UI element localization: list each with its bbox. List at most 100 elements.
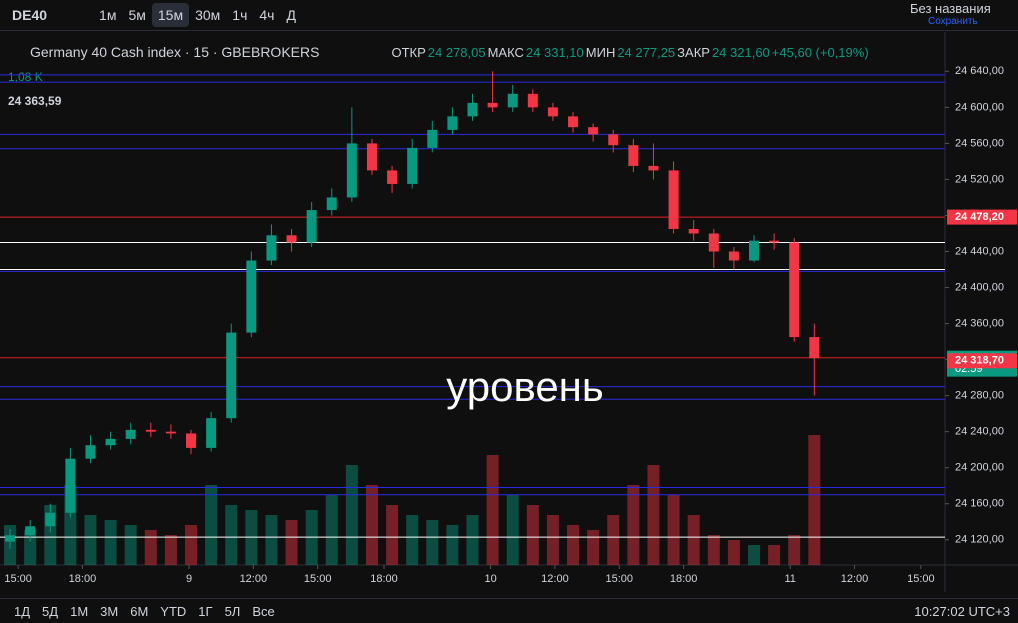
interval[interactable]: 1ч [232,7,248,23]
interval[interactable]: 5м [128,7,146,23]
volume-bar [84,515,97,565]
candle-body [246,260,257,333]
candle-body [487,102,498,108]
layout-name: Без названия [910,1,991,16]
candle-body [306,210,317,243]
symbol[interactable]: DE40 [12,7,48,23]
interval[interactable]: Д [286,7,296,23]
candle-body [5,535,16,542]
candle-body [447,116,458,130]
range[interactable]: YTD [160,604,187,619]
candle-body [105,438,116,446]
range[interactable]: 3М [100,604,119,619]
legend-change: +45,60 (+0,19%) [771,44,869,60]
volume-bar [486,455,499,565]
range[interactable]: 5Д [42,604,59,619]
range[interactable]: 1Г [198,604,213,619]
candle-body [427,129,438,148]
volume-bar [225,505,238,565]
volume-bar [607,515,620,565]
candle-body [266,235,277,261]
volume-bar [667,495,680,565]
volume-bar [426,520,439,565]
range[interactable]: Все [252,604,275,619]
candle-body [668,170,679,229]
volume-legend: 1,08 K [8,70,43,84]
legend-key: МИН [585,44,616,60]
x-tick-label: 15:00 [4,573,32,585]
candle-body [648,165,659,171]
y-tick-label: 24 360,00 [955,317,1004,329]
range[interactable]: 1М [70,604,89,619]
volume-bar [104,520,117,565]
y-tick-label: 24 440,00 [955,245,1004,257]
volume-bar [446,525,459,565]
volume-bar [587,530,600,565]
volume-bar [747,545,760,565]
bottom-bar: 1Д 5Д 1М 3М 6М YTD 1Г 5Л Все 10:27:02 UT… [0,598,1018,623]
volume-bar [647,465,660,565]
candle-body [547,107,558,117]
volume-bar [466,515,479,565]
volume-bar [365,485,378,565]
legend-title: Germany 40 Cash index · 15 · GBEBROKERS [30,44,320,60]
x-tick-label: 15:00 [304,573,332,585]
interval[interactable]: 1м [99,7,117,23]
legend-value: 24 331,10 [525,44,584,60]
volume-bar [164,535,177,565]
volume-bar [687,515,700,565]
y-tick-label: 24 160,00 [955,498,1004,510]
volume-bar [325,495,338,565]
price-label: 24 318,70 [955,355,1004,367]
x-tick-label: 15:00 [907,573,935,585]
candle-body [346,143,357,198]
candle-body [125,429,136,439]
annotation: уровень [446,363,604,410]
candle-body [628,145,639,166]
x-tick-label: 18:00 [670,573,698,585]
interval[interactable]: 15м [151,3,190,27]
candle-body [608,134,619,146]
candle-body [809,337,820,359]
volume-bar [205,485,218,565]
range[interactable]: 6М [130,604,149,619]
volume-bar [345,465,358,565]
layout[interactable]: Без названия Сохранить [910,2,991,28]
range[interactable]: 5Л [224,604,241,619]
volume-bar [808,435,821,565]
candle-body [326,197,337,211]
legend-value: 24 277,25 [617,44,676,60]
candle-body [186,433,197,448]
candle-body [507,93,518,108]
volume-bar [707,535,720,565]
interval[interactable]: 4ч [259,7,275,23]
y-tick-label: 24 600,00 [955,101,1004,113]
volume-bar [546,515,559,565]
candle-body [85,445,96,459]
candle-body [165,431,176,434]
interval[interactable]: 30м [195,7,221,23]
volume-bar [768,545,781,565]
x-tick-label: 9 [186,573,192,585]
candle-body [467,102,478,117]
candle-body [769,240,780,243]
candle-body [45,512,56,527]
y-tick-label: 24 280,00 [955,390,1004,402]
candle-body [728,251,739,261]
y-tick-label: 24 560,00 [955,137,1004,149]
volume-bar [285,520,298,565]
candle-body [588,127,599,135]
volume-bar [144,530,157,565]
price-label-bg [947,209,1017,225]
range[interactable]: 1Д [14,604,31,619]
volume-bar [506,495,519,565]
x-tick-label: 12:00 [541,573,569,585]
candle-body [407,147,418,184]
candle-body [206,418,217,448]
candle-body [688,228,699,234]
legend: Germany 40 Cash index · 15 · GBEBROKERS … [0,44,869,60]
clock: 10:27:02 UTC+3 [914,604,1010,619]
candle-body [568,116,579,128]
volume-bar [406,515,419,565]
